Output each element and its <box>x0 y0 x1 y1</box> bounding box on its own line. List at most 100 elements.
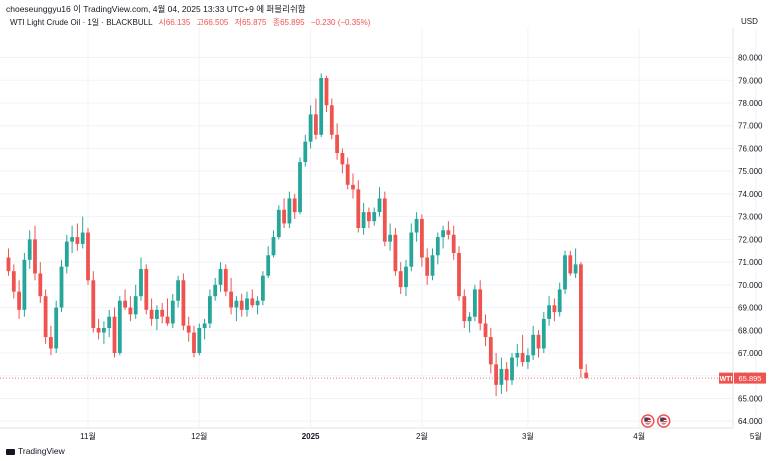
candle <box>488 328 493 374</box>
candle-body <box>261 275 265 301</box>
symbol-tag-bg <box>719 372 733 384</box>
candle-body <box>361 212 366 228</box>
candle <box>261 271 265 306</box>
candle <box>345 157 350 190</box>
candle-body <box>451 234 456 253</box>
candle-body <box>160 309 165 317</box>
candle <box>64 234 69 274</box>
us-event-flag-icon <box>641 414 655 428</box>
price-tick-label: 79.000 <box>738 76 763 85</box>
candle-body <box>6 257 11 272</box>
candle-body <box>563 255 567 290</box>
candle-body <box>75 237 80 244</box>
candle <box>192 325 196 358</box>
candle-body <box>96 328 101 333</box>
price-tick-label: 75.000 <box>738 167 763 176</box>
candle <box>59 259 64 313</box>
candle <box>139 257 143 301</box>
candle-body <box>335 134 339 153</box>
candle <box>107 309 112 338</box>
candle <box>388 223 392 251</box>
candle <box>112 307 117 358</box>
candle <box>393 228 398 276</box>
candle-body <box>510 357 514 381</box>
candle-body <box>488 337 493 365</box>
candle <box>335 123 339 160</box>
candle <box>478 280 483 331</box>
candle-body <box>181 280 186 326</box>
price-tick-label: 64.000 <box>738 417 763 426</box>
candle <box>451 225 456 260</box>
candle <box>499 357 504 394</box>
candle <box>86 228 90 285</box>
candle-body <box>139 268 143 297</box>
candle-body <box>144 268 149 310</box>
legend-open: 시66.135 <box>158 18 191 27</box>
candle <box>308 105 313 149</box>
candle-body <box>430 255 435 276</box>
price-tag-bg <box>734 372 766 384</box>
candle-body <box>245 298 249 310</box>
candle <box>43 289 48 344</box>
candle-body <box>33 239 37 274</box>
candle <box>531 325 536 360</box>
candle <box>414 212 419 242</box>
price-tick-label: 80.000 <box>738 54 763 63</box>
candle-body <box>128 307 133 315</box>
candle <box>38 262 43 303</box>
candle-body <box>276 209 281 238</box>
candle <box>239 293 244 317</box>
candle-body <box>70 237 74 242</box>
price-tick-label: 71.000 <box>738 258 763 267</box>
price-axis: 64.00065.00066.00067.00068.00069.00070.0… <box>738 54 763 427</box>
price-tick-label: 70.000 <box>738 281 763 290</box>
candle <box>579 262 583 378</box>
candle <box>441 225 445 249</box>
candle <box>504 362 509 392</box>
candle-body <box>356 189 361 228</box>
candle <box>282 198 286 228</box>
candle-body <box>462 296 467 322</box>
symbol-legend: WTI Light Crude Oil · 1일 · BLACKBULL 시66… <box>10 17 370 28</box>
candle <box>547 296 551 326</box>
candle <box>186 316 191 342</box>
price-tick-label: 77.000 <box>738 122 763 131</box>
candle <box>361 203 366 235</box>
candle <box>584 364 589 379</box>
candle-body <box>186 325 191 333</box>
candle-body <box>494 364 498 385</box>
candle-body <box>314 114 318 135</box>
candle-body <box>504 368 509 381</box>
candle-body <box>467 316 472 322</box>
candle-body <box>149 309 154 319</box>
candle <box>49 325 53 356</box>
time-tick-label: 4월 <box>633 431 645 441</box>
candle <box>557 282 562 317</box>
candle <box>435 232 440 265</box>
candle <box>197 323 202 356</box>
candle-body <box>239 300 244 310</box>
candle-body <box>552 305 557 313</box>
brand-footer[interactable]: TradingView <box>6 446 65 456</box>
candle <box>520 334 525 367</box>
candle-body <box>123 300 127 308</box>
candle <box>563 250 567 294</box>
candle <box>446 221 451 240</box>
candle <box>266 246 271 278</box>
last-price-tag: WTI 65.895 <box>719 372 766 384</box>
candle <box>541 312 546 353</box>
candle-body <box>414 218 419 233</box>
candle <box>377 187 382 217</box>
candle <box>218 262 223 292</box>
candle <box>457 246 461 301</box>
candle <box>271 230 276 258</box>
candle-body <box>170 300 175 324</box>
candle <box>356 180 361 233</box>
candle-body <box>133 296 138 315</box>
candle-body <box>393 234 398 272</box>
price-tick-label: 69.000 <box>738 304 763 313</box>
candle-body <box>547 305 551 319</box>
time-tick-label: 3월 <box>522 431 534 441</box>
chart-grid <box>0 28 757 428</box>
